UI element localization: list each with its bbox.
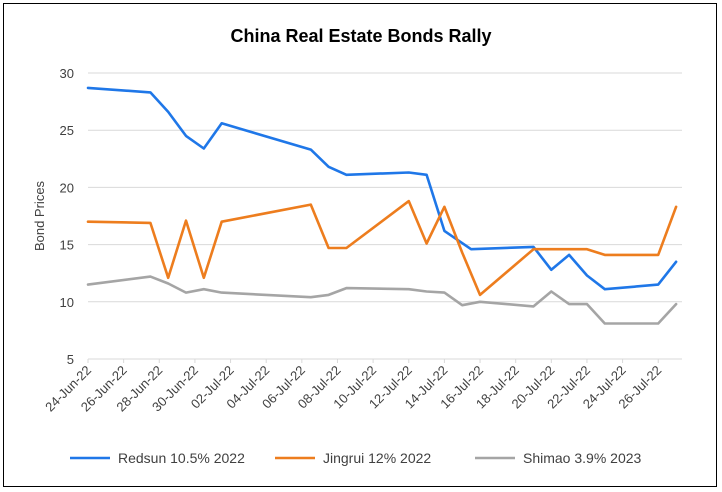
y-tick-labels: 5 10 15 20 25 30: [60, 66, 74, 367]
chart-title: China Real Estate Bonds Rally: [230, 26, 491, 46]
legend-label-2: Jingrui 12% 2022: [323, 450, 431, 466]
grid-layer: [87, 72, 682, 363]
x-tick-labels: 24-Jun-2226-Jun-2228-Jun-2230-Jun-2202-J…: [42, 363, 664, 415]
y-tick-label: 15: [60, 238, 74, 253]
y-tick-label: 5: [67, 352, 74, 367]
y-axis-label: Bond Prices: [32, 180, 47, 251]
y-tick-label: 25: [60, 123, 74, 138]
series-line-1: [86, 86, 678, 291]
series-line-2: [86, 199, 678, 297]
series-line-3: [86, 275, 678, 325]
legend-label-3: Shimao 3.9% 2023: [523, 450, 642, 466]
y-tick-label: 20: [60, 180, 74, 195]
y-tick-label: 10: [60, 295, 74, 310]
legend-label-1: Redsun 10.5% 2022: [118, 450, 245, 466]
series-layer: [86, 86, 678, 325]
y-tick-label: 30: [60, 66, 74, 81]
legend: Redsun 10.5% 2022 Jingrui 12% 2022 Shimao …: [70, 450, 642, 466]
